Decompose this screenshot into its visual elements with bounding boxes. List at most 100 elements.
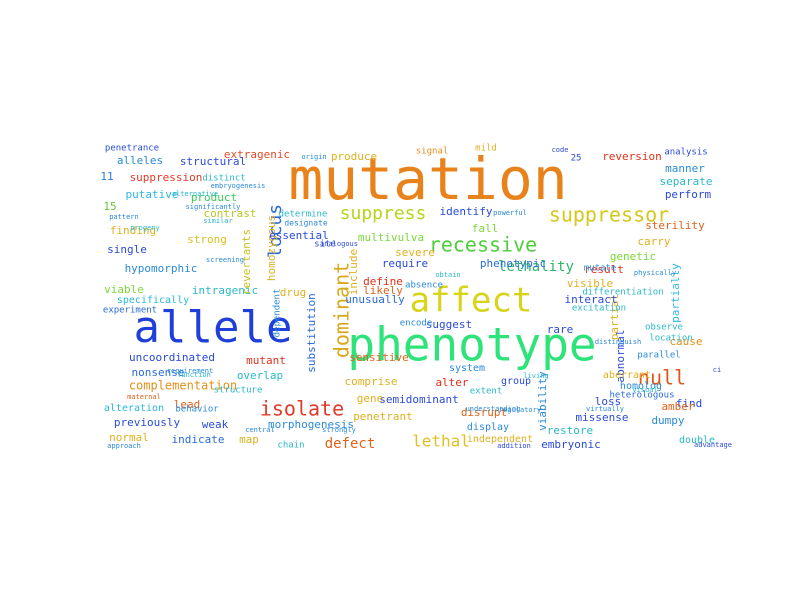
- word-fall: fall: [472, 222, 499, 235]
- word-contrast: contrast: [204, 207, 257, 220]
- word-map: map: [239, 433, 259, 446]
- word-lead: lead: [174, 398, 201, 411]
- word-maternal: maternal: [127, 393, 161, 401]
- word-nonsense: nonsense: [132, 366, 185, 379]
- word-similar: similar: [203, 217, 233, 225]
- word-heterologous: heterologous: [609, 391, 674, 401]
- word-revertants: revertants: [240, 229, 253, 295]
- word-function: function: [177, 371, 211, 379]
- word-viable: viable: [104, 283, 144, 296]
- word-distinguish: distinguish: [595, 338, 641, 346]
- word-cause: cause: [669, 335, 702, 348]
- word-experiment: experiment: [103, 306, 157, 316]
- word-severe: severe: [395, 246, 435, 259]
- word-strongly: strongly: [322, 426, 356, 434]
- word-find: find: [676, 397, 703, 410]
- word-unusually: unusually: [345, 293, 405, 306]
- word-structure: structure: [214, 386, 263, 396]
- word-product: product: [191, 191, 237, 204]
- word-independent: independent: [467, 434, 533, 445]
- word-finding: finding: [110, 224, 156, 237]
- word-11: 11: [100, 170, 113, 183]
- word-substitution: substitution: [305, 293, 318, 372]
- word-homozygous: homozygous: [265, 215, 278, 281]
- word-location: location: [649, 334, 692, 344]
- word-specifically: specifically: [117, 295, 189, 306]
- word-hypomorphic: hypomorphic: [125, 262, 198, 275]
- word-display: display: [467, 422, 509, 433]
- word-sterility: sterility: [645, 219, 705, 232]
- word-complementation: complementation: [129, 379, 237, 393]
- word-phenotypic: phenotypic: [480, 257, 546, 270]
- word-absence: absence: [405, 281, 443, 291]
- word-embryonic: embryonic: [541, 438, 601, 451]
- word-phenotype: phenotype: [347, 318, 596, 372]
- word-code: code: [552, 146, 569, 154]
- word-requirement: requirement: [167, 367, 213, 375]
- word-dependent: dependent: [273, 289, 283, 338]
- word-embryogenesis: embryogenesis: [211, 182, 266, 190]
- word-identify: identify: [440, 205, 493, 218]
- word-advantage: advantage: [694, 441, 732, 449]
- word-amber: amber: [661, 400, 694, 413]
- word-penetrance: penetrance: [105, 144, 159, 154]
- word-suppress: suppress: [340, 203, 427, 224]
- word-mild: mild: [475, 144, 497, 154]
- word-partial: partial: [608, 294, 621, 340]
- word-defect: defect: [325, 436, 376, 452]
- word-intragenic: intragenic: [192, 284, 258, 297]
- word-drug: drug: [280, 286, 307, 299]
- word-physically: physically: [634, 269, 676, 277]
- word-overlap: overlap: [237, 369, 283, 382]
- word-abnormal: abnormal: [614, 330, 627, 383]
- word-putative: putative: [126, 188, 179, 201]
- word-ci: ci: [713, 366, 721, 374]
- word-genetic: genetic: [610, 250, 656, 263]
- word-significantly: significantly: [186, 203, 241, 211]
- word-extent: extent: [470, 387, 503, 397]
- word-aberrant: aberrant: [603, 370, 651, 381]
- word-affect: affect: [410, 281, 533, 321]
- word-approach: approach: [107, 442, 141, 450]
- word-analysis: analysis: [664, 148, 707, 158]
- word-require: require: [382, 257, 428, 270]
- word-analogous: analogous: [320, 240, 358, 248]
- word-structural: structural: [180, 155, 246, 168]
- word-suppression: suppression: [130, 171, 203, 184]
- word-mutant: mutant: [246, 354, 286, 367]
- word-alternative: alternative: [172, 190, 218, 198]
- word-define: define: [363, 275, 403, 288]
- word-multivulva: multivulva: [358, 231, 424, 244]
- word-allele: allele: [134, 302, 293, 353]
- word-manner: manner: [665, 162, 705, 175]
- word-lethality: lethality: [498, 259, 574, 275]
- word-encode: encode: [400, 319, 433, 329]
- word-double: double: [679, 435, 715, 446]
- word-extragenic: extragenic: [224, 148, 290, 161]
- word-restore: restore: [547, 424, 593, 437]
- word-likely: likely: [363, 284, 403, 297]
- word-distinct: distinct: [202, 174, 245, 184]
- word-homolog: homolog: [620, 381, 662, 392]
- word-carry: carry: [637, 235, 670, 248]
- word-dumpy: dumpy: [651, 414, 684, 427]
- word-addition: addition: [497, 442, 531, 450]
- word-understanding: understanding: [466, 405, 521, 413]
- word-determine: determine: [279, 210, 328, 220]
- word-suppressor: suppressor: [549, 203, 669, 227]
- word-indicate: indicate: [172, 433, 225, 446]
- word-reversion: reversion: [602, 150, 662, 163]
- word-penetrant: penetrant: [353, 410, 413, 423]
- word-virtually: virtually: [586, 405, 624, 413]
- word-strong: strong: [187, 233, 227, 246]
- word-alteration: alteration: [104, 403, 164, 414]
- word-living: living: [523, 372, 548, 380]
- word-interact: interact: [565, 293, 618, 306]
- word-powerful: powerful: [493, 209, 527, 217]
- word-alter: alter: [435, 376, 468, 389]
- word-origin: origin: [301, 153, 326, 161]
- word-behavior: behavior: [175, 405, 219, 415]
- word-central: central: [245, 426, 275, 434]
- word-gene: gene: [357, 392, 384, 405]
- word-separate: separate: [660, 175, 713, 188]
